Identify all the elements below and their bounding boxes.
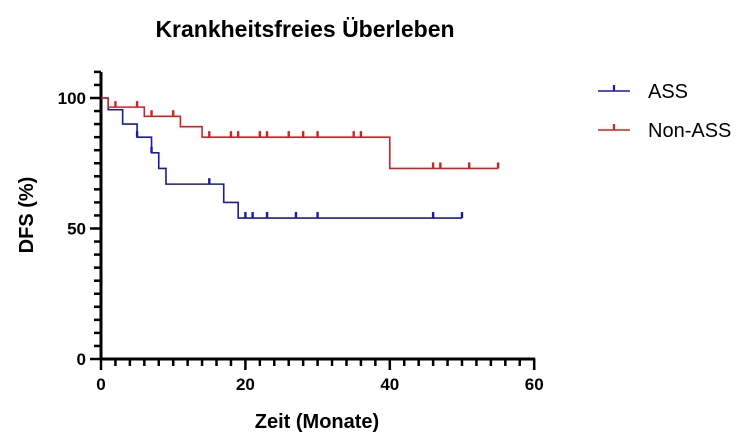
x-tick-label: 20 [236,375,255,394]
series-ass [101,97,464,219]
x-tick-label: 40 [380,375,399,394]
series-layer [101,97,500,219]
y-axis: 0 50 100 [58,70,103,369]
legend-item-ass: ASS [598,81,688,103]
x-tick-label: 0 [96,375,105,394]
legend: ASS Non-ASS [598,81,731,142]
x-tick-label: 60 [525,375,544,394]
y-tick-label: 50 [67,220,86,239]
survival-curve [101,97,462,219]
series-non-ass [101,97,500,170]
y-axis-label: DFS (%) [16,177,38,254]
legend-label-ass: ASS [648,81,688,103]
y-tick-label: 0 [77,350,86,369]
survival-curve [101,97,499,170]
x-axis-label: Zeit (Monate) [255,411,379,433]
legend-item-non-ass: Non-ASS [598,120,731,142]
chart-title: Krankheitsfreies Überleben [155,16,454,42]
y-tick-label: 100 [58,89,86,108]
legend-label-non-ass: Non-ASS [648,120,731,142]
x-axis: 0 20 40 60 [96,357,544,394]
